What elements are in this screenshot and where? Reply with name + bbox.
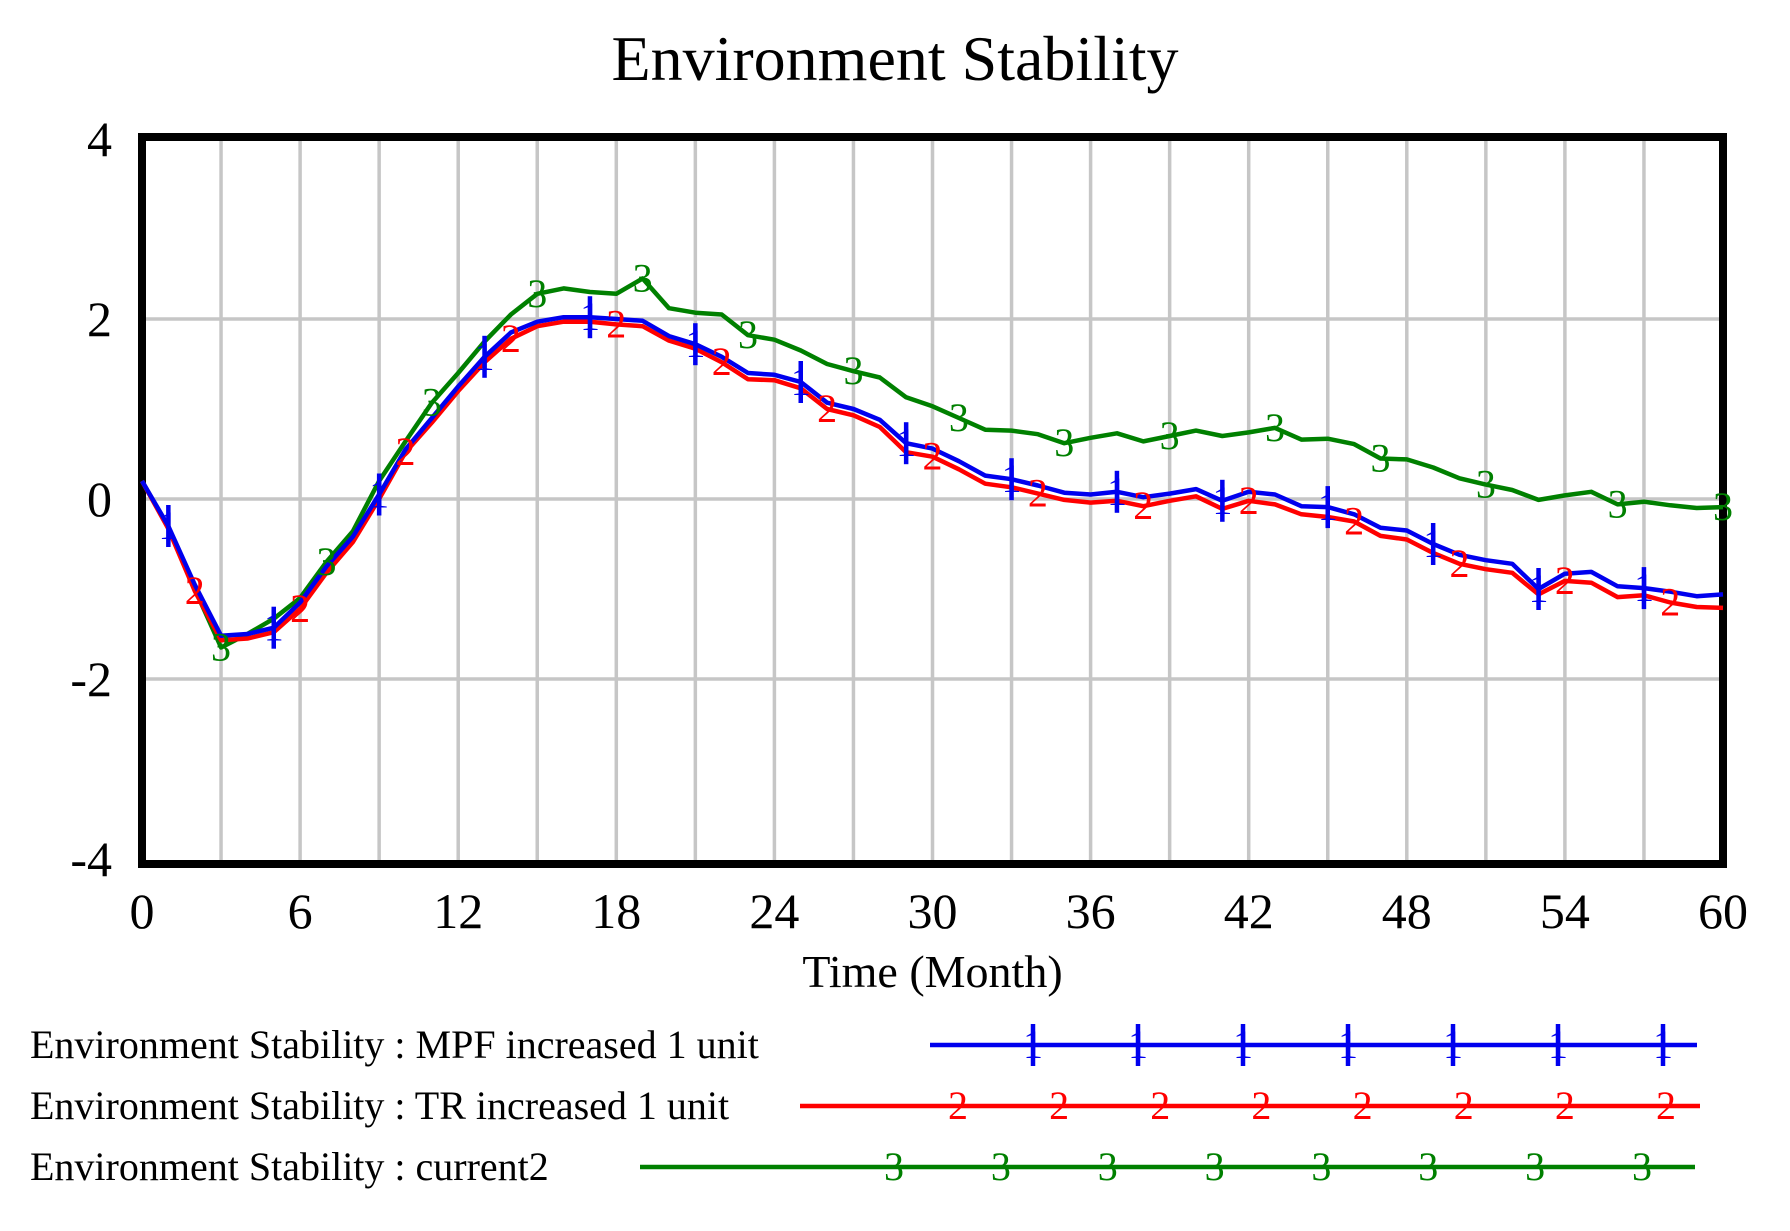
- legend-marker-3: 3: [1418, 1144, 1438, 1189]
- legend-marker-1: 1: [1023, 1022, 1043, 1067]
- series-marker-3: 3: [422, 380, 442, 425]
- legend-marker-3: 3: [1632, 1144, 1652, 1189]
- series-marker-3: 3: [633, 256, 653, 301]
- series-marker-1: 1: [1634, 565, 1654, 610]
- x-tick-label-54: 54: [1540, 883, 1590, 939]
- x-tick-label-18: 18: [591, 883, 641, 939]
- legend-marker-3: 3: [1098, 1144, 1118, 1189]
- legend-marker-2: 2: [1454, 1083, 1474, 1128]
- series-marker-3: 3: [949, 395, 969, 440]
- series-marker-1: 1: [791, 359, 811, 404]
- series-marker-1: 1: [158, 503, 178, 548]
- y-tick-label-0: 0: [87, 471, 112, 527]
- legend-marker-2: 2: [1049, 1083, 1069, 1128]
- x-axis-label: Time (Month): [802, 946, 1063, 997]
- x-tick-label-48: 48: [1382, 883, 1432, 939]
- y-tick-label--4: -4: [70, 831, 112, 887]
- series-marker-1: 1: [1529, 566, 1549, 611]
- series-marker-1: 1: [264, 605, 284, 650]
- legend-marker-2: 2: [1150, 1083, 1170, 1128]
- series-marker-1: 1: [580, 294, 600, 339]
- legend-label-current2: Environment Stability : current2: [30, 1144, 549, 1189]
- series-marker-3: 3: [1265, 405, 1285, 450]
- legend-marker-3: 3: [884, 1144, 904, 1189]
- series-marker-2: 2: [712, 339, 732, 384]
- series-marker-3: 3: [527, 271, 547, 316]
- legend-marker-2: 2: [1555, 1083, 1575, 1128]
- series-marker-1: 1: [1002, 456, 1022, 501]
- series-marker-3: 3: [1160, 413, 1180, 458]
- series-marker-2: 2: [606, 301, 626, 346]
- series-marker-1: 1: [1318, 484, 1338, 529]
- legend-marker-2: 2: [1251, 1083, 1271, 1128]
- series-marker-2: 2: [396, 429, 416, 474]
- series-marker-2: 2: [290, 586, 310, 631]
- legend-label-tr-increased: Environment Stability : TR increased 1 u…: [30, 1083, 730, 1128]
- legend-marker-2: 2: [1656, 1083, 1676, 1128]
- x-tick-label-36: 36: [1066, 883, 1116, 939]
- series-marker-2: 2: [1660, 580, 1680, 625]
- series-marker-2: 2: [1555, 558, 1575, 603]
- series-marker-2: 2: [1344, 499, 1364, 544]
- series-line-1: [140, 314, 1724, 639]
- series-marker-3: 3: [316, 539, 336, 584]
- legend-marker-3: 3: [1525, 1144, 1545, 1189]
- series-marker-2: 2: [1133, 483, 1153, 528]
- series-marker-1: 1: [896, 420, 916, 465]
- series-marker-3: 3: [1370, 436, 1390, 481]
- x-tick-label-12: 12: [433, 883, 483, 939]
- series-marker-3: 3: [1476, 462, 1496, 507]
- series-marker-2: 2: [923, 434, 943, 479]
- y-tick-label--2: -2: [70, 651, 112, 707]
- series-marker-3: 3: [1054, 420, 1074, 465]
- series-marker-2: 2: [1450, 541, 1470, 586]
- legend-marker-1: 1: [1233, 1022, 1253, 1067]
- series-line-3: [140, 276, 1724, 650]
- series-marker-2: 2: [1239, 478, 1259, 523]
- series-marker-2: 2: [185, 568, 205, 613]
- x-tick-label-30: 30: [908, 883, 958, 939]
- series-marker-3: 3: [843, 348, 863, 393]
- legend-marker-3: 3: [991, 1144, 1011, 1189]
- plot-border: [138, 133, 1727, 868]
- legend-marker-1: 1: [1653, 1022, 1673, 1067]
- series-marker-3: 3: [1608, 481, 1628, 526]
- y-tick-label-2: 2: [87, 291, 112, 347]
- series-marker-1: 1: [369, 472, 389, 517]
- series-marker-3: 3: [1713, 484, 1733, 529]
- x-tick-label-0: 0: [130, 883, 155, 939]
- series-marker-2: 2: [817, 386, 837, 431]
- x-tick-label-6: 6: [288, 883, 313, 939]
- series-marker-1: 1: [1423, 521, 1443, 566]
- x-tick-label-60: 60: [1698, 883, 1748, 939]
- series-marker-1: 1: [1212, 478, 1232, 523]
- legend-marker-1: 1: [1443, 1022, 1463, 1067]
- legend-marker-1: 1: [1548, 1022, 1568, 1067]
- legend-marker-1: 1: [1128, 1022, 1148, 1067]
- series-marker-2: 2: [501, 316, 521, 361]
- series-marker-2: 2: [1028, 471, 1048, 516]
- x-tick-label-24: 24: [749, 883, 799, 939]
- series-marker-1: 1: [685, 321, 705, 366]
- y-tick-label-4: 4: [87, 111, 112, 167]
- chart-title: Environment Stability: [611, 23, 1179, 94]
- legend-marker-1: 1: [1338, 1022, 1358, 1067]
- series-marker-3: 3: [211, 625, 231, 670]
- legend-marker-2: 2: [1353, 1083, 1373, 1128]
- series-marker-3: 3: [738, 312, 758, 357]
- series-marker-1: 1: [475, 334, 495, 379]
- legend-label-mpf-increased: Environment Stability : MPF increased 1 …: [30, 1022, 759, 1067]
- legend-marker-3: 3: [1205, 1144, 1225, 1189]
- legend-marker-3: 3: [1311, 1144, 1331, 1189]
- series-marker-1: 1: [1107, 469, 1127, 514]
- x-tick-label-42: 42: [1224, 883, 1274, 939]
- legend-marker-2: 2: [948, 1083, 968, 1128]
